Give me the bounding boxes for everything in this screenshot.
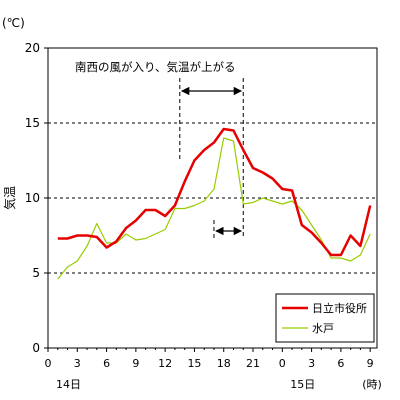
y-tick-label-5: 5 bbox=[32, 266, 40, 280]
x-tick-label-9: 9 bbox=[132, 357, 139, 370]
x-tick-label-30: 6 bbox=[337, 357, 344, 370]
y-unit: (℃) bbox=[2, 16, 25, 30]
y-axis-label: 気温 bbox=[2, 186, 17, 210]
y-tick-label-0: 0 bbox=[32, 341, 40, 355]
y-tick-label-10: 10 bbox=[25, 191, 40, 205]
series-line-日立市役所 bbox=[57, 127, 372, 257]
grid-lines bbox=[48, 122, 377, 274]
day-label: 15日 bbox=[290, 378, 315, 391]
x-tick-label-3: 3 bbox=[74, 357, 81, 370]
x-tick-label-6: 6 bbox=[103, 357, 110, 370]
x-tick-label-12: 12 bbox=[158, 357, 172, 370]
x-tick-label-21: 21 bbox=[246, 357, 260, 370]
legend-label: 日立市役所 bbox=[312, 301, 367, 315]
legend-label: 水戸 bbox=[312, 322, 334, 335]
series-lines bbox=[57, 127, 372, 280]
day-labels: 14日 15日 bbox=[56, 378, 315, 391]
x-unit: (時) bbox=[362, 378, 382, 391]
annotation-arrows bbox=[179, 78, 244, 240]
x-tick-label-27: 3 bbox=[308, 357, 315, 370]
y-tick-label-20: 20 bbox=[25, 41, 40, 55]
y-tick-label-15: 15 bbox=[25, 116, 40, 130]
x-tick-label-33: 9 bbox=[367, 357, 374, 370]
legend-box bbox=[275, 293, 375, 343]
x-tick-label-0: 0 bbox=[45, 357, 52, 370]
x-axis: 0 3 6 9 12 15 18 21 0 3 6 9 bbox=[45, 348, 374, 370]
day-label: 14日 bbox=[56, 378, 81, 391]
annotation-text: 南西の風が入り、気温が上がる bbox=[75, 60, 236, 74]
x-tick-label-18: 18 bbox=[217, 357, 231, 370]
y-axis: 0 5 10 15 20 bbox=[25, 41, 48, 355]
x-tick-label-15: 15 bbox=[187, 357, 201, 370]
series-line-水戸 bbox=[57, 137, 371, 280]
x-tick-label-24: 0 bbox=[279, 357, 286, 370]
